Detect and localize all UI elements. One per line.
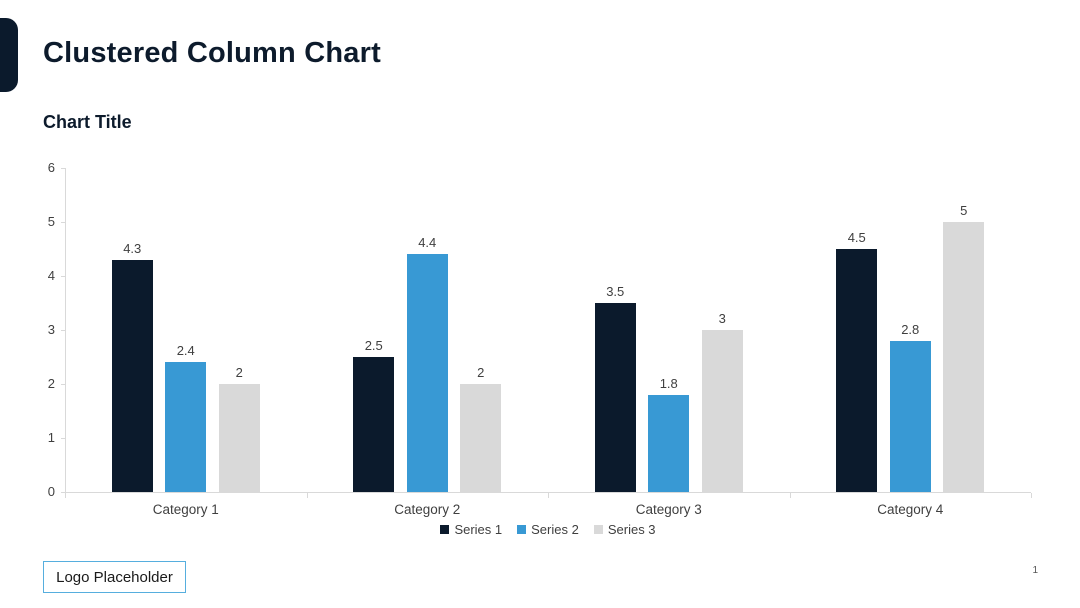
legend-item-series3: Series 3 xyxy=(593,522,656,537)
bar-series1-category1 xyxy=(111,259,153,492)
bar-series1-category2 xyxy=(353,357,395,492)
legend-label: Series 2 xyxy=(531,522,579,537)
y-axis-tick xyxy=(61,168,65,169)
x-axis-category-label: Category 4 xyxy=(877,502,944,517)
page-title: Clustered Column Chart xyxy=(43,37,381,69)
x-axis-line xyxy=(65,492,1031,493)
bar-series2-category1 xyxy=(165,362,207,492)
bar-value-label: 2.8 xyxy=(901,321,920,337)
x-axis-tick xyxy=(548,493,549,498)
legend-item-series1: Series 1 xyxy=(440,522,502,537)
bar-value-label: 1.8 xyxy=(659,375,678,391)
y-axis-tick xyxy=(61,492,65,493)
bar-value-label: 3.5 xyxy=(606,284,625,299)
bar-value-label: 5 xyxy=(960,203,968,218)
bar-value-label: 3 xyxy=(718,311,726,326)
legend-label: Series 1 xyxy=(454,522,503,537)
y-axis-tick xyxy=(61,222,65,223)
bar-value-label: 2 xyxy=(235,365,243,380)
y-axis-tick xyxy=(61,330,65,331)
legend-label: Series 3 xyxy=(607,522,656,537)
chart-legend: Series 1 Series 2 Series 3 xyxy=(65,522,1031,537)
y-axis-tick-label: 1 xyxy=(47,430,55,445)
chart-title: Chart Title xyxy=(43,112,132,132)
x-axis-category-label: Category 2 xyxy=(394,502,461,517)
y-axis-tick-label: 2 xyxy=(47,376,55,391)
y-axis-tick-label: 4 xyxy=(47,268,55,283)
bar-value-label: 4.5 xyxy=(847,230,866,245)
bar-value-label: 2.4 xyxy=(176,343,195,359)
legend-swatch-icon xyxy=(517,525,527,534)
y-axis-tick xyxy=(61,438,65,439)
bar-series3-category1 xyxy=(218,384,260,492)
bar-series2-category4 xyxy=(889,340,931,492)
legend-swatch-icon xyxy=(440,525,450,534)
legend-item-series2: Series 2 xyxy=(517,522,579,537)
y-axis-tick xyxy=(61,276,65,277)
legend-swatch-icon xyxy=(593,525,603,534)
logo-placeholder-label: Logo Placeholder xyxy=(56,568,173,586)
x-axis-category-label: Category 3 xyxy=(635,502,702,517)
bar-value-label: 2 xyxy=(477,365,485,380)
bar-series2-category2 xyxy=(406,254,448,492)
slide-accent-tab xyxy=(0,18,18,92)
bar-series3-category4 xyxy=(943,222,985,492)
x-axis-category-label: Category 1 xyxy=(152,502,219,517)
bar-value-label: 4.3 xyxy=(123,240,142,256)
y-axis-tick-label: 0 xyxy=(47,484,55,499)
bar-value-label: 2.5 xyxy=(364,338,383,353)
y-axis-tick-label: 5 xyxy=(47,214,55,229)
x-axis-tick xyxy=(789,493,791,498)
page-number: 1 xyxy=(1032,565,1038,576)
y-axis-tick xyxy=(61,384,65,385)
y-axis-line xyxy=(65,168,66,493)
x-axis-tick xyxy=(1031,493,1032,498)
bar-series3-category3 xyxy=(701,330,743,492)
y-axis-tick-label: 3 xyxy=(47,322,55,337)
bar-series3-category2 xyxy=(460,384,502,492)
bar-series2-category3 xyxy=(648,394,690,492)
bar-series1-category3 xyxy=(594,303,636,492)
x-axis-tick xyxy=(306,493,308,498)
x-axis-tick xyxy=(65,493,66,498)
bar-series1-category4 xyxy=(836,249,878,492)
bar-value-label: 4.4 xyxy=(418,235,437,251)
logo-placeholder[interactable]: Logo Placeholder xyxy=(43,561,186,593)
y-axis-tick-label: 6 xyxy=(47,160,55,175)
